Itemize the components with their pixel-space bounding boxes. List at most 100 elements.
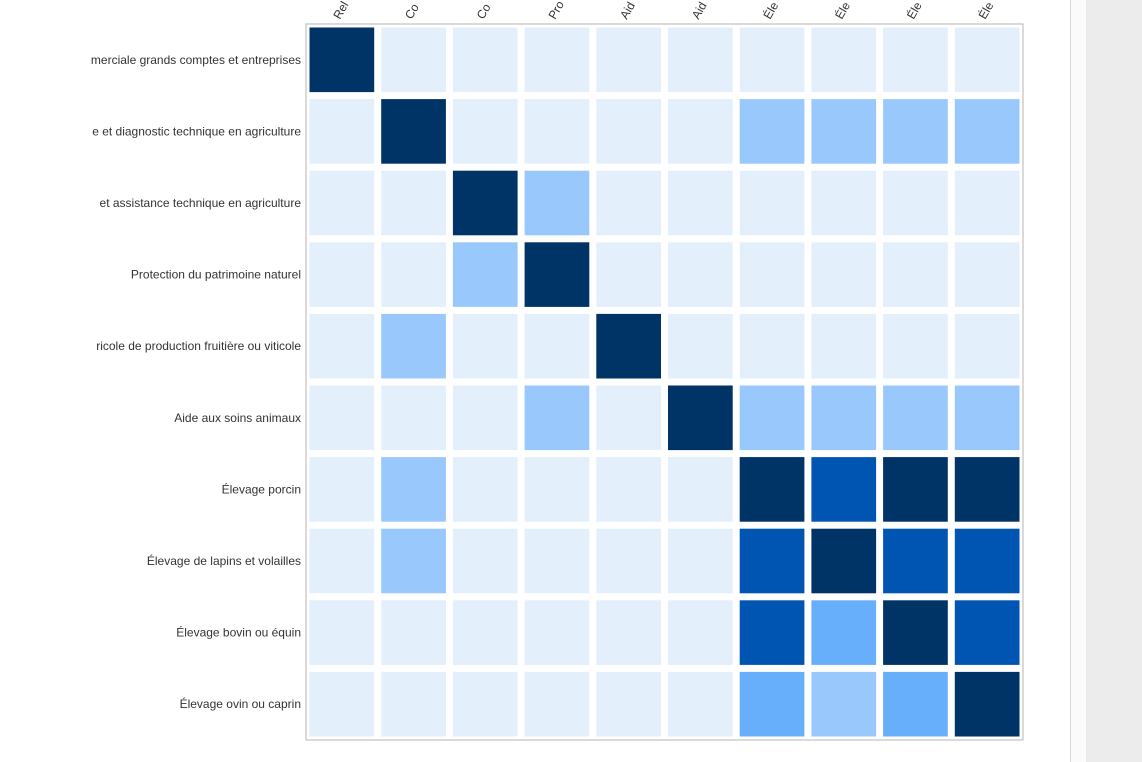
heatmap-cell-r4-c2	[452, 313, 518, 379]
column-label-2: Co	[474, 1, 494, 22]
heatmap-cell-r8-c7	[811, 600, 877, 665]
column-label-6: Éle	[760, 0, 782, 21]
heatmap-cell-r4-c3	[524, 313, 590, 379]
heatmap-cell-r8-c8	[883, 600, 948, 665]
row-label-2: et assistance technique en agriculture	[100, 196, 302, 210]
heatmap-cell-r5-c7	[811, 385, 877, 451]
heatmap-cell-r0-c2	[452, 27, 518, 93]
heatmap-cell-r8-c3	[524, 600, 590, 665]
heatmap-cell-r0-c4	[596, 27, 661, 93]
chart-viewport: merciale grands comptes et entreprises e …	[90, 0, 1024, 741]
heatmap-cell-r4-c7	[811, 313, 877, 379]
heatmap-cell-r6-c8	[883, 457, 948, 522]
heatmap-cell-r0-c8	[883, 27, 948, 93]
heatmap-cell-r1-c6	[739, 99, 805, 164]
heatmap-cell-r5-c1	[381, 385, 446, 451]
heatmap-cell-r7-c2	[452, 528, 518, 594]
heatmap-cell-r2-c2	[452, 170, 518, 236]
heatmap-cell-r6-c2	[452, 457, 518, 522]
heatmap-cell-r9-c9	[954, 671, 1020, 737]
heatmap-cell-r5-c0	[309, 385, 375, 451]
heatmap-cell-r1-c4	[596, 99, 661, 164]
row-label-5: Aide aux soins animaux	[174, 411, 301, 425]
heatmap-cell-r9-c6	[739, 671, 805, 737]
heatmap-cell-r3-c9	[954, 242, 1020, 307]
heatmap-cell-r9-c0	[309, 671, 375, 737]
vertical-scrollbar[interactable]	[1070, 0, 1086, 762]
side-panel	[1086, 0, 1142, 762]
heatmap-cell-r2-c6	[739, 170, 805, 236]
heatmap-cell-r7-c8	[883, 528, 948, 594]
heatmap-cell-r0-c9	[954, 27, 1020, 93]
heatmap-cell-r8-c4	[596, 600, 661, 665]
row-label-0: merciale grands comptes et entreprises	[91, 53, 301, 67]
row-label-9: Élevage ovin ou caprin	[180, 696, 301, 711]
heatmap-cell-r1-c5	[668, 99, 733, 164]
heatmap-cell-r0-c7	[811, 27, 877, 93]
heatmap-cell-r7-c7	[811, 528, 877, 594]
heatmap-cell-r7-c9	[954, 528, 1020, 594]
heatmap-cell-r9-c1	[381, 671, 446, 737]
heatmap-cell-r8-c9	[954, 600, 1020, 665]
heatmap-cell-r5-c3	[524, 385, 590, 451]
heatmap-cell-r4-c5	[668, 313, 733, 379]
heatmap-cell-r4-c6	[739, 313, 805, 379]
heatmap-cell-r1-c1	[381, 99, 446, 164]
heatmap-cell-r2-c8	[883, 170, 948, 236]
heatmap-cell-r8-c6	[739, 600, 805, 665]
heatmap-cell-r4-c4	[596, 313, 661, 379]
row-label-3: Protection du patrimoine naturel	[131, 268, 301, 282]
heatmap-cell-r0-c5	[668, 27, 733, 93]
heatmap-cell-r9-c5	[668, 671, 733, 737]
heatmap-cell-r1-c0	[309, 99, 375, 164]
heatmap-cell-r2-c7	[811, 170, 877, 236]
heatmap-cell-r6-c7	[811, 457, 877, 522]
heatmap-cell-r2-c0	[309, 170, 375, 236]
column-label-1: Co	[402, 1, 422, 22]
column-label-8: Éle	[903, 0, 925, 21]
heatmap-cell-r9-c4	[596, 671, 661, 737]
heatmap-cell-r4-c0	[309, 313, 375, 379]
heatmap-cell-r3-c5	[668, 242, 733, 307]
column-label-3: Pro	[545, 0, 567, 22]
heatmap-cell-r8-c2	[452, 600, 518, 665]
heatmap-cell-r6-c9	[954, 457, 1020, 522]
row-label-7: Élevage de lapins et volailles	[147, 553, 301, 568]
heatmap-cell-r3-c1	[381, 242, 446, 307]
heatmap-cell-r5-c6	[739, 385, 805, 451]
heatmap-cell-r7-c0	[309, 528, 375, 594]
column-label-9: Éle	[975, 0, 997, 21]
heatmap-cell-r0-c3	[524, 27, 590, 93]
heatmap-cell-r4-c8	[883, 313, 948, 379]
heatmap-cell-r1-c2	[452, 99, 518, 164]
row-label-4: ricole de production fruitière ou vitico…	[96, 339, 301, 353]
heatmap-cell-r3-c6	[739, 242, 805, 307]
heatmap-cell-r7-c6	[739, 528, 805, 594]
heatmap-cell-r6-c1	[381, 457, 446, 522]
heatmap-cell-r4-c9	[954, 313, 1020, 379]
heatmap-cell-r1-c7	[811, 99, 877, 164]
heatmap-cell-r6-c3	[524, 457, 590, 522]
heatmap-cell-r8-c1	[381, 600, 446, 665]
heatmap-cell-r7-c1	[381, 528, 446, 594]
heatmap-cell-r5-c8	[883, 385, 948, 451]
heatmap-cell-r3-c3	[524, 242, 590, 307]
heatmap-cell-r2-c1	[381, 170, 446, 236]
heatmap-cell-r6-c0	[309, 457, 375, 522]
heatmap-cell-r5-c2	[452, 385, 518, 451]
heatmap-cell-r5-c9	[954, 385, 1020, 451]
heatmap-cell-r9-c7	[811, 671, 877, 737]
heatmap-cell-r6-c6	[739, 457, 805, 522]
heatmap-cell-r6-c5	[668, 457, 733, 522]
heatmap-cell-r7-c3	[524, 528, 590, 594]
column-label-5: Aid	[689, 0, 710, 22]
heatmap-cell-r1-c9	[954, 99, 1020, 164]
row-label-6: Élevage porcin	[222, 481, 301, 496]
heatmap-cell-r5-c4	[596, 385, 661, 451]
heatmap-cell-r8-c5	[668, 600, 733, 665]
heatmap-cell-r3-c8	[883, 242, 948, 307]
heatmap-cell-r6-c4	[596, 457, 661, 522]
column-label-0: Rel	[330, 0, 351, 22]
heatmap-cell-r2-c9	[954, 170, 1020, 236]
heatmap-cell-r5-c5	[668, 385, 733, 451]
